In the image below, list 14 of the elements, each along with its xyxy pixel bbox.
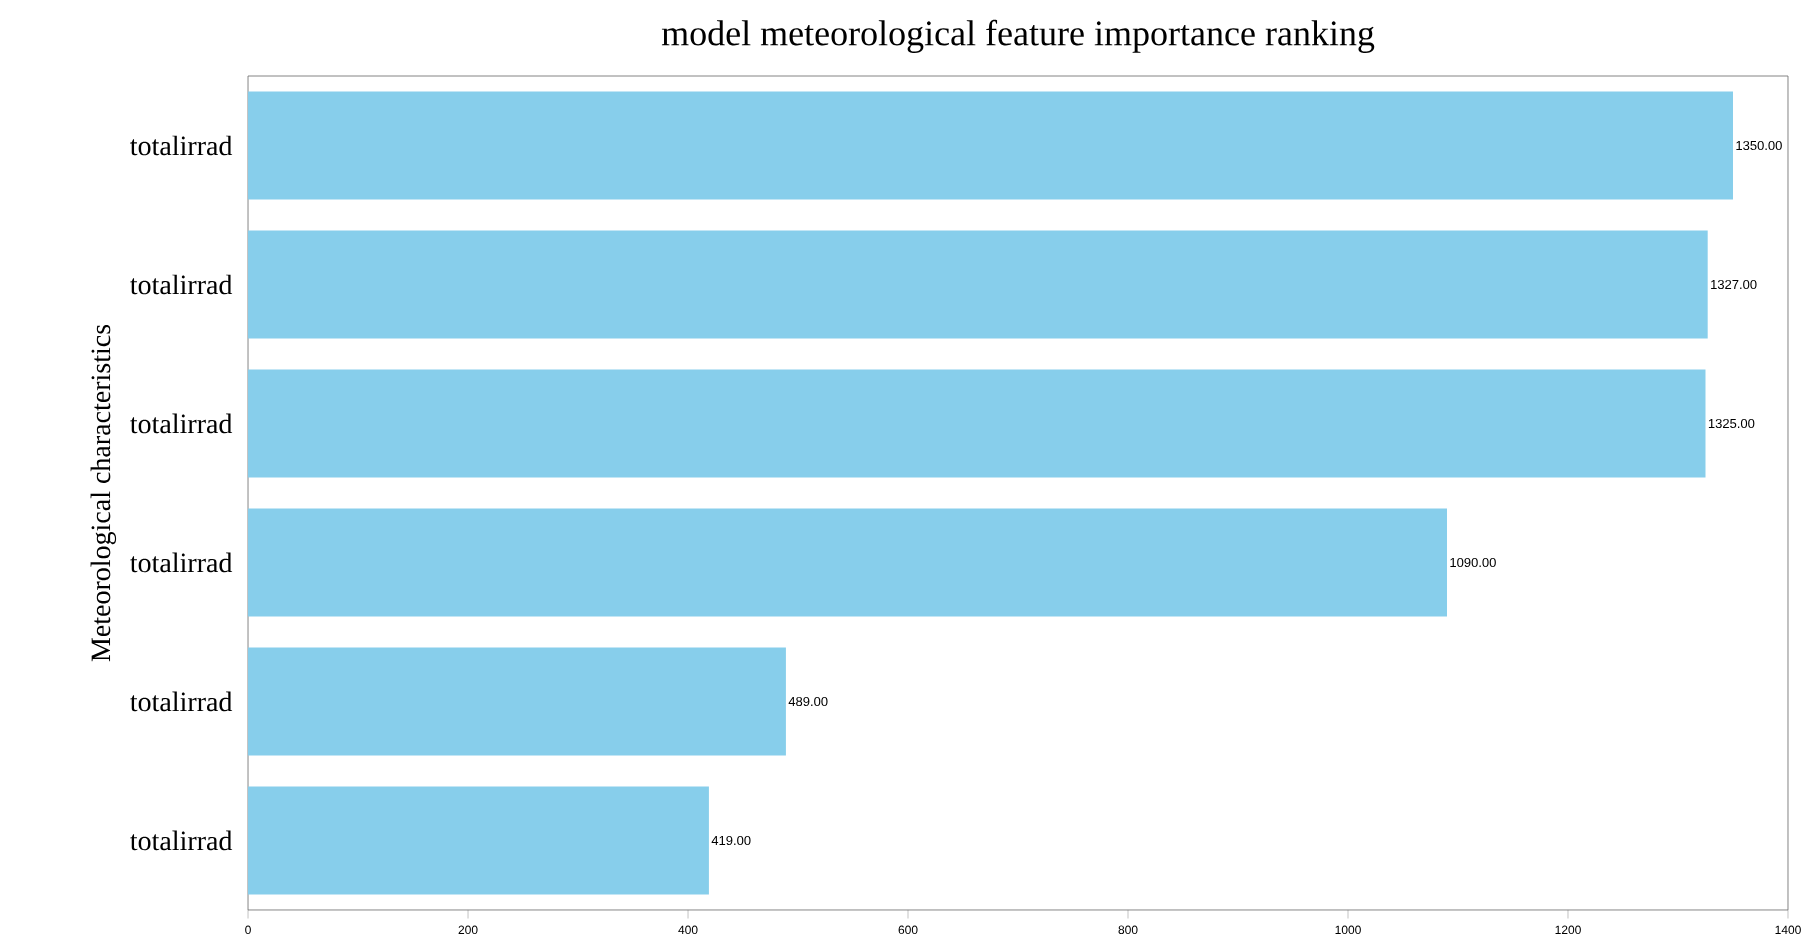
bar [248,647,786,756]
y-tick-label: totalirrad [130,830,233,851]
y-tick-label: totalirrad [130,274,233,295]
chart-title: model meteorological feature importance ranking [661,19,1375,53]
y-axis-title: Meteorological characteristics [90,324,117,662]
y-tick-label: totalirrad [130,135,233,156]
y-tick-label: totalirrad [130,691,233,712]
bar [248,230,1708,339]
bar [248,508,1447,617]
bar [248,369,1706,478]
y-tick-label: totalirrad [130,552,233,573]
bar [248,786,709,895]
bar [248,91,1733,200]
y-tick-label: totalirrad [130,413,233,434]
